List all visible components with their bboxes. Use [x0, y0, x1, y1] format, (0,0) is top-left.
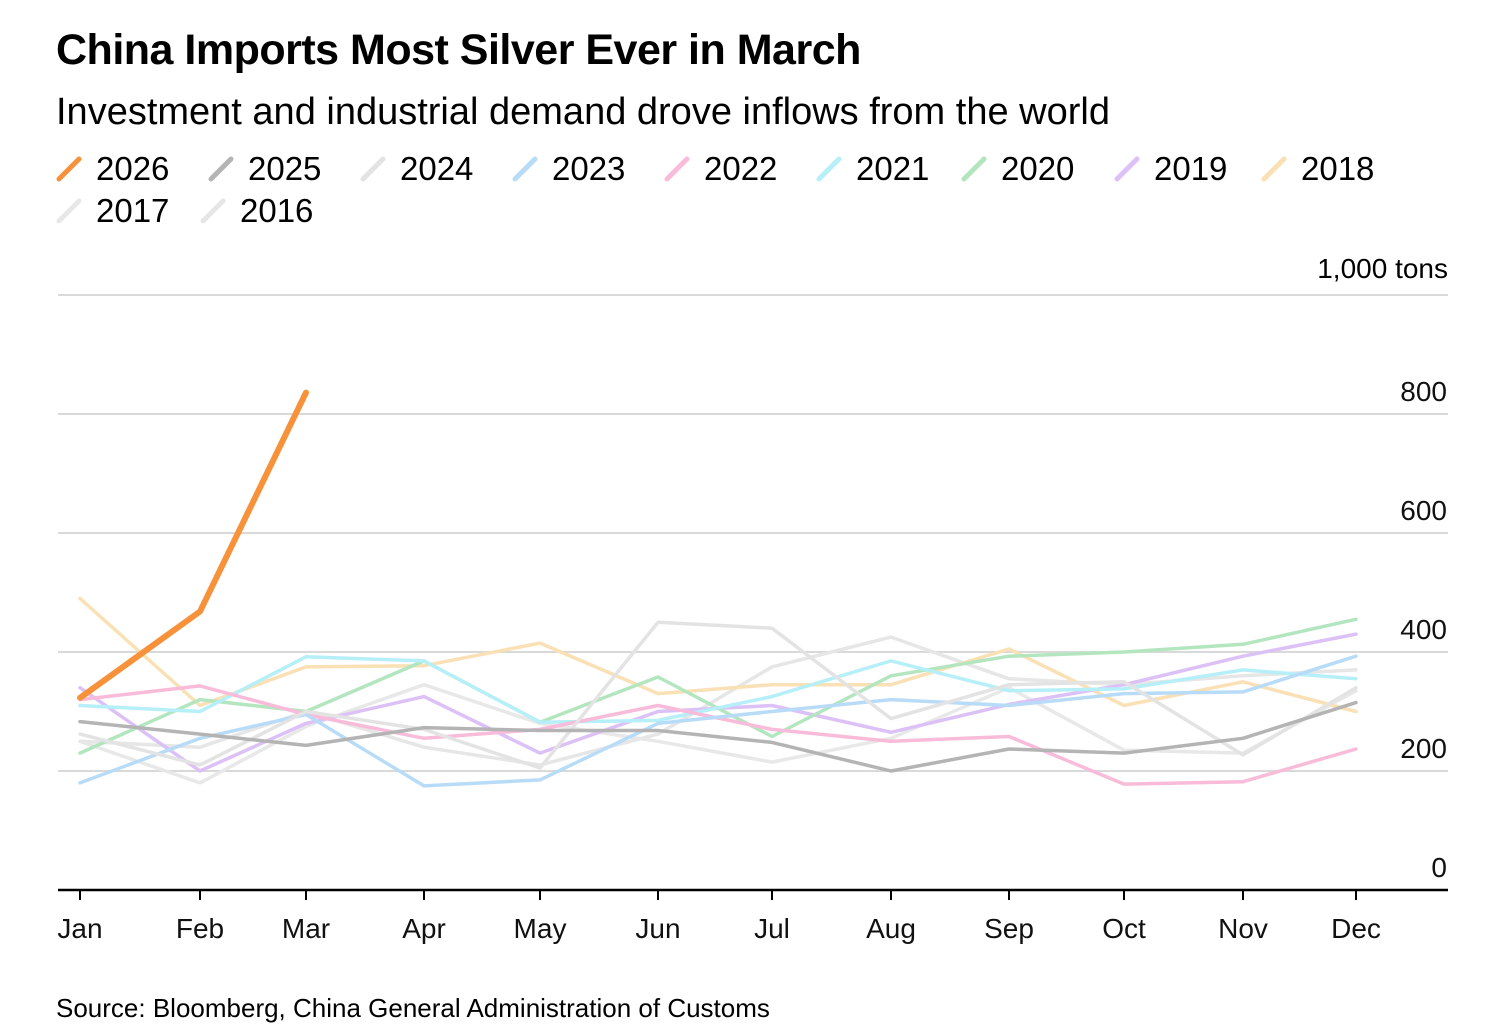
x-tick-label: May: [514, 913, 567, 944]
legend-label: 2021: [856, 150, 930, 187]
y-tick-label: 600: [1400, 495, 1447, 526]
x-tick-label: Oct: [1102, 913, 1146, 944]
x-tick-label: Jun: [635, 913, 680, 944]
legend-swatch-icon: [208, 156, 234, 182]
legend-swatch-icon: [664, 156, 690, 182]
legend-item-2026: 2026: [56, 150, 169, 188]
legend-item-2018: 2018: [1261, 150, 1374, 188]
y-tick-label: 0: [1431, 852, 1447, 883]
legend-item-2025: 2025: [208, 150, 321, 188]
x-tick-label: Apr: [402, 913, 446, 944]
series-line-2025: [78, 700, 1358, 773]
legend-item-2022: 2022: [664, 150, 777, 188]
legend-label: 2020: [1001, 150, 1075, 187]
source-note: Source: Bloomberg, China General Adminis…: [56, 993, 770, 1023]
legend-swatch-icon: [816, 156, 842, 182]
legend-label: 2026: [96, 150, 170, 187]
x-tick-label: Aug: [866, 913, 916, 944]
series-line-2021: [78, 655, 1358, 724]
series-line-2024: [78, 620, 1358, 770]
x-tick-label: Nov: [1218, 913, 1268, 944]
x-tick-label: Dec: [1331, 913, 1381, 944]
series-line-2026: [77, 389, 309, 701]
legend-swatch-icon: [200, 198, 226, 224]
x-tick-label: Mar: [282, 913, 330, 944]
legend-swatch-icon: [1114, 156, 1140, 182]
legend-label: 2016: [240, 192, 314, 229]
y-tick-label: 400: [1400, 614, 1447, 645]
chart-subtitle: Investment and industrial demand drove i…: [56, 91, 1110, 133]
x-tick-label: Jan: [57, 913, 102, 944]
x-tick-label: Feb: [176, 913, 224, 944]
legend-label: 2022: [704, 150, 778, 187]
legend-item-2019: 2019: [1114, 150, 1227, 188]
legend-swatch-icon: [360, 156, 386, 182]
legend-label: 2018: [1301, 150, 1375, 187]
legend-label: 2017: [96, 192, 170, 229]
legend-label: 2024: [400, 150, 474, 187]
legend-item-2021: 2021: [816, 150, 929, 188]
legend-swatch-icon: [961, 156, 987, 182]
series-line-2018: [78, 596, 1358, 714]
legend-label: 2025: [248, 150, 322, 187]
y-tick-label: 800: [1400, 376, 1447, 407]
legend-swatch-icon: [56, 156, 82, 182]
x-tick-label: Jul: [754, 913, 790, 944]
legend-item-2020: 2020: [961, 150, 1074, 188]
chart-title: China Imports Most Silver Ever in March: [56, 26, 861, 74]
legend-swatch-icon: [56, 198, 82, 224]
y-axis-unit-label: 1,000 tons: [1317, 253, 1448, 284]
legend-item-2024: 2024: [360, 150, 473, 188]
legend-swatch-icon: [512, 156, 538, 182]
x-tick-label: Sep: [984, 913, 1034, 944]
legend-item-2016: 2016: [200, 192, 313, 230]
series-line-2020: [78, 617, 1358, 755]
legend-item-2023: 2023: [512, 150, 625, 188]
legend-label: 2019: [1154, 150, 1228, 187]
legend-label: 2023: [552, 150, 626, 187]
legend-swatch-icon: [1261, 156, 1287, 182]
legend-item-2017: 2017: [56, 192, 169, 230]
y-tick-label: 200: [1400, 733, 1447, 764]
